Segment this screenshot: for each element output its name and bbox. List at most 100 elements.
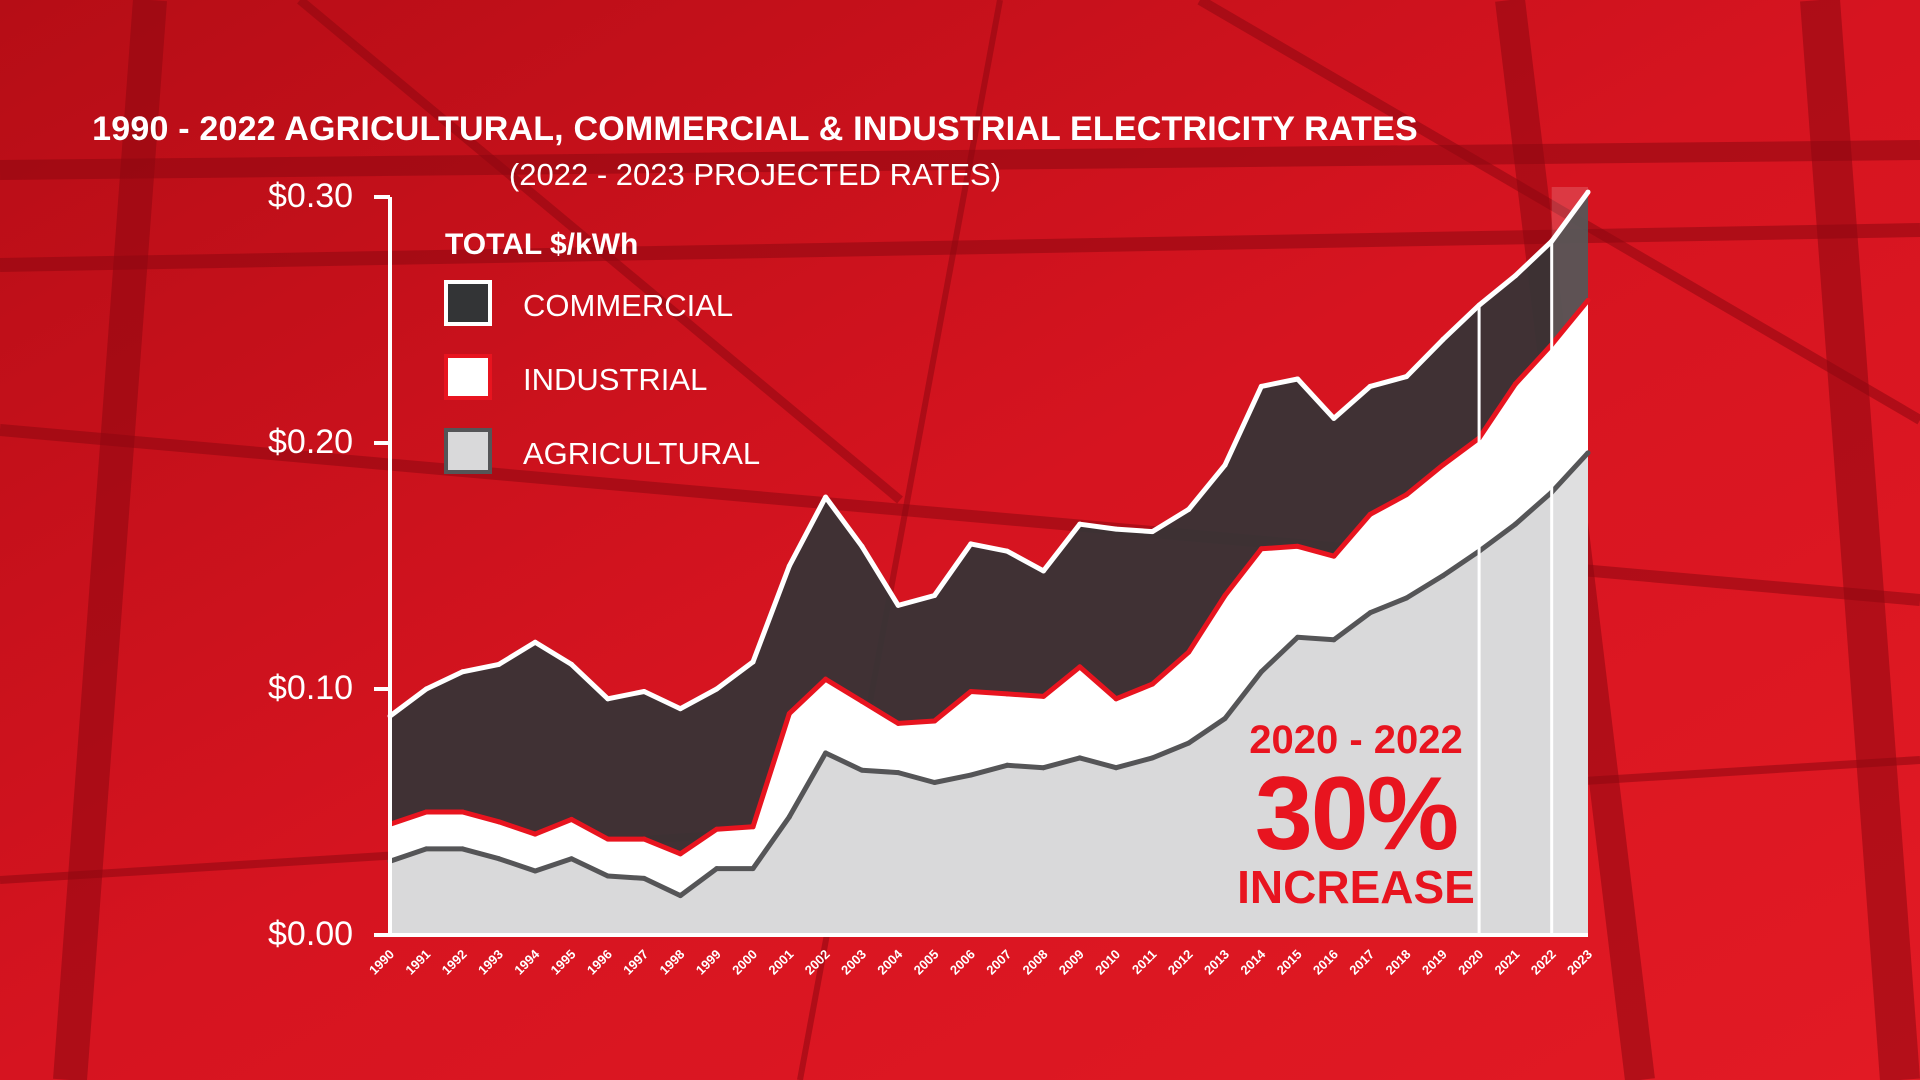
point-commercial-2013	[1222, 462, 1228, 468]
point-industrial-1998	[677, 851, 683, 857]
point-industrial-2001	[786, 711, 792, 717]
x-tick-label-1997: 1997	[620, 947, 651, 978]
point-commercial-1994	[532, 639, 538, 645]
point-industrial-2009	[1077, 664, 1083, 670]
point-agricultural-2006	[968, 772, 974, 778]
point-agricultural-1993	[496, 856, 502, 862]
legend-label-commercial: COMMERCIAL	[523, 288, 734, 323]
point-agricultural-2002	[823, 750, 829, 756]
chart-subtitle: (2022 - 2023 PROJECTED RATES)	[508, 157, 1002, 192]
x-tick-label-2022: 2022	[1528, 947, 1559, 978]
point-commercial-1991	[423, 686, 429, 692]
point-commercial-1998	[677, 706, 683, 712]
point-agricultural-1991	[423, 846, 429, 852]
point-agricultural-1994	[532, 868, 538, 874]
point-agricultural-1995	[569, 856, 575, 862]
x-tick-label-2018: 2018	[1383, 947, 1414, 978]
x-tick-label-2003: 2003	[838, 947, 869, 978]
point-industrial-1993	[496, 819, 502, 825]
point-industrial-2005	[932, 718, 938, 724]
point-commercial-2003	[859, 543, 865, 549]
point-commercial-1997	[641, 688, 647, 694]
point-commercial-1995	[569, 661, 575, 667]
point-commercial-2016	[1331, 415, 1337, 421]
legend-label-industrial: INDUSTRIAL	[523, 362, 708, 397]
area-agricultural	[390, 452, 1588, 935]
point-agricultural-1999	[714, 866, 720, 872]
x-tick-label-2004: 2004	[874, 946, 906, 978]
x-tick-label-2020: 2020	[1455, 947, 1486, 978]
point-agricultural-2011	[1149, 755, 1155, 761]
point-agricultural-2015	[1295, 634, 1301, 640]
point-commercial-2012	[1186, 506, 1192, 512]
point-agricultural-2019	[1440, 573, 1446, 579]
point-commercial-2008	[1040, 568, 1046, 574]
point-industrial-2004	[895, 720, 901, 726]
callout-percentage: 30%	[1254, 756, 1459, 872]
point-agricultural-2012	[1186, 740, 1192, 746]
point-agricultural-2023	[1585, 450, 1591, 456]
point-commercial-1999	[714, 686, 720, 692]
point-industrial-2017	[1367, 511, 1373, 517]
point-commercial-2002	[823, 494, 829, 500]
point-commercial-1993	[496, 661, 502, 667]
point-commercial-2007	[1004, 548, 1010, 554]
point-agricultural-2017	[1367, 610, 1373, 616]
x-tick-label-2009: 2009	[1056, 947, 1087, 978]
x-tick-label-2002: 2002	[802, 947, 833, 978]
point-industrial-2002	[823, 676, 829, 682]
y-tick-label: $0.00	[268, 915, 354, 953]
point-commercial-1992	[460, 669, 466, 675]
point-industrial-2007	[1004, 691, 1010, 697]
point-commercial-2009	[1077, 521, 1083, 527]
point-agricultural-2013	[1222, 716, 1228, 722]
point-industrial-2015	[1295, 543, 1301, 549]
point-industrial-2008	[1040, 693, 1046, 699]
x-tick-label-1993: 1993	[475, 947, 506, 978]
x-tick-label-2008: 2008	[1020, 947, 1051, 978]
y-tick-label: $0.20	[268, 423, 354, 461]
point-industrial-1991	[423, 809, 429, 815]
point-agricultural-1997	[641, 875, 647, 881]
point-commercial-2010	[1113, 526, 1119, 532]
point-commercial-2011	[1149, 529, 1155, 535]
point-agricultural-2014	[1258, 669, 1264, 675]
point-agricultural-2010	[1113, 765, 1119, 771]
point-commercial-2018	[1403, 374, 1409, 380]
point-agricultural-1996	[605, 873, 611, 879]
point-commercial-2019	[1440, 337, 1446, 343]
point-commercial-2005	[932, 593, 938, 599]
x-tick-label-2011: 2011	[1129, 947, 1160, 978]
x-tick-label-2012: 2012	[1165, 947, 1196, 978]
x-tick-label-2016: 2016	[1310, 947, 1341, 978]
legend-label-agricultural: AGRICULTURAL	[523, 436, 761, 471]
chart-title: 1990 - 2022 AGRICULTURAL, COMMERCIAL & I…	[92, 110, 1418, 148]
x-tick-label-1994: 1994	[511, 946, 543, 978]
point-agricultural-2018	[1403, 595, 1409, 601]
point-agricultural-2001	[786, 814, 792, 820]
point-commercial-2021	[1512, 273, 1518, 279]
callout-text: INCREASE	[1237, 861, 1475, 913]
point-commercial-2017	[1367, 383, 1373, 389]
point-industrial-2012	[1186, 649, 1192, 655]
y-tick-label: $0.10	[268, 669, 354, 707]
point-agricultural-1992	[460, 846, 466, 852]
point-industrial-1999	[714, 826, 720, 832]
point-industrial-1995	[569, 816, 575, 822]
point-agricultural-2003	[859, 767, 865, 773]
x-tick-label-2021: 2021	[1491, 947, 1522, 978]
x-tick-label-1992: 1992	[439, 947, 470, 978]
legend-swatch-agricultural	[444, 428, 492, 474]
x-tick-label-2000: 2000	[729, 947, 760, 978]
point-commercial-2006	[968, 541, 974, 547]
point-commercial-2014	[1258, 383, 1264, 389]
x-tick-label-1999: 1999	[693, 947, 724, 978]
line-commercial	[388, 190, 1591, 719]
point-commercial-2015	[1295, 376, 1301, 382]
legend-swatch-commercial	[444, 280, 492, 326]
point-industrial-2013	[1222, 593, 1228, 599]
y-tick-label: $0.30	[268, 177, 354, 215]
line-agricultural	[389, 451, 1590, 899]
point-agricultural-2004	[895, 770, 901, 776]
